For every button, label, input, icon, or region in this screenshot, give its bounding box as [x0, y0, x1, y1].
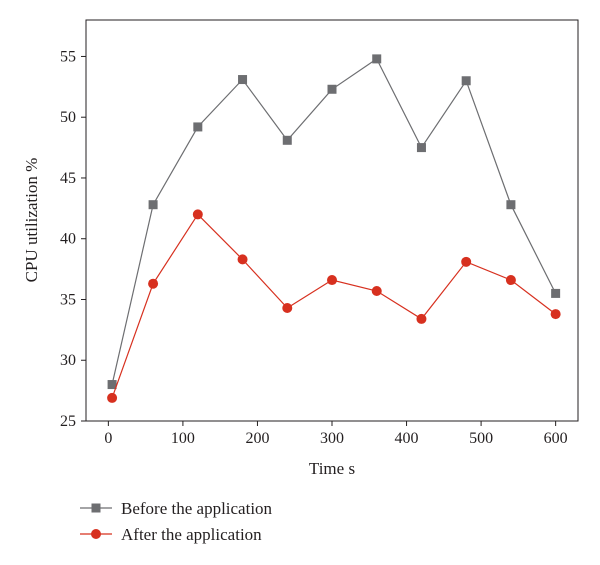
series-1-point — [416, 143, 426, 153]
legend-label-1: Before the application — [121, 499, 273, 518]
series-1-point — [107, 380, 117, 390]
y-tick-label: 55 — [60, 48, 76, 65]
y-tick-label: 50 — [60, 109, 76, 126]
x-tick-label: 200 — [245, 430, 269, 447]
series-2-point — [237, 254, 248, 265]
series-2-point — [148, 278, 159, 289]
series-1-point — [148, 200, 158, 210]
x-tick-label: 300 — [320, 430, 344, 447]
series-2-point — [371, 285, 382, 296]
legend-marker-2 — [91, 529, 101, 539]
series-2-point — [327, 275, 337, 286]
series-2-point — [505, 275, 516, 286]
series-2-point — [192, 209, 203, 220]
y-tick-label: 45 — [60, 170, 76, 187]
series-1-point — [238, 75, 248, 85]
legend-marker-1 — [91, 503, 101, 513]
y-tick-label: 30 — [60, 352, 76, 369]
y-tick-label: 35 — [60, 291, 76, 308]
x-tick-label: 100 — [171, 430, 195, 447]
x-tick-label: 400 — [395, 430, 419, 447]
series-1-point — [327, 84, 337, 94]
y-tick-label: 40 — [60, 231, 76, 248]
series-2-point — [461, 256, 472, 267]
x-tick-label: 600 — [544, 430, 568, 447]
legend-label-2: After the application — [121, 525, 262, 544]
series-2-point — [550, 309, 561, 320]
y-axis: 25 30 35 40 45 50 55 — [60, 48, 86, 430]
series-line-2 — [111, 213, 556, 399]
x-tick-label: 500 — [469, 430, 493, 447]
x-tick-label: 0 — [104, 430, 112, 447]
legend: Before the application After the applicat… — [80, 499, 273, 544]
series-1-point — [372, 54, 382, 64]
x-axis: 0 100 200 300 400 500 600 — [104, 421, 568, 447]
series-line-1 — [111, 58, 557, 385]
series-layer — [107, 54, 561, 403]
series-2-point — [107, 392, 118, 403]
series-1-point — [551, 288, 561, 298]
series-1-point — [282, 135, 292, 145]
x-axis-title: Time s — [309, 459, 355, 478]
y-tick-label: 25 — [60, 413, 76, 430]
series-1-point — [506, 200, 516, 210]
series-2-point — [282, 302, 293, 313]
series-1-point — [461, 76, 471, 86]
y-axis-title: CPU utilization % — [22, 158, 41, 283]
plot-frame — [85, 19, 579, 422]
series-2-point — [416, 313, 427, 324]
series-1-point — [193, 122, 203, 132]
